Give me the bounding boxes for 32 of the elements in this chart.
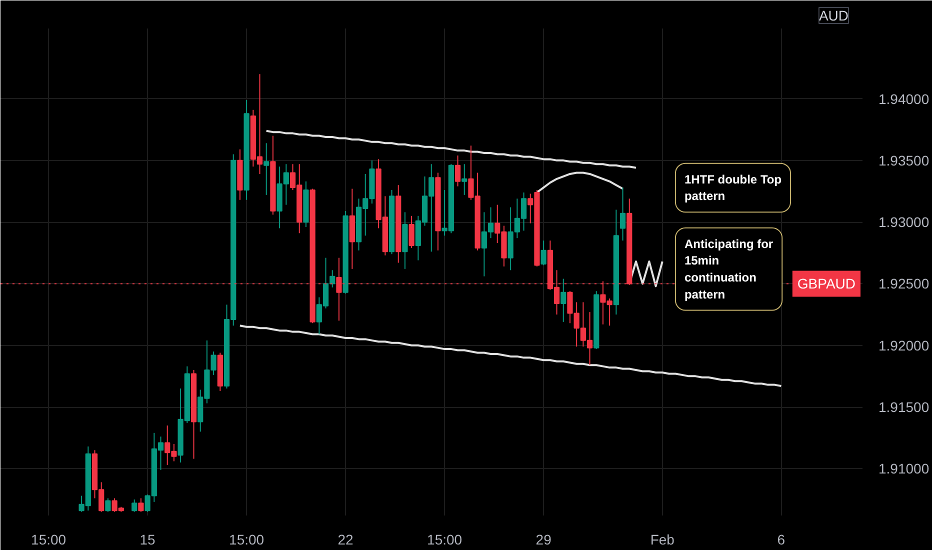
annotation: Anticipating for 15min continuation pattern: [684, 236, 774, 302]
line-series: [238, 324, 782, 388]
candlestick: [462, 164, 468, 196]
candlestick: [105, 498, 111, 512]
y-tick-label: 1.93000: [878, 214, 930, 230]
x-tick-label: 29: [536, 532, 552, 548]
annotation: 1HTF double Top pattern: [684, 172, 782, 204]
candlestick: [132, 498, 138, 512]
candlestick: [620, 187, 626, 242]
ref-line-label: GBPAUD: [797, 276, 856, 292]
x-tick-label: 15:00: [31, 532, 66, 548]
candlestick: [138, 498, 144, 512]
x-tick-label: 22: [338, 532, 354, 548]
candlestick: [540, 240, 546, 266]
x-tick-label: 15:00: [427, 532, 462, 548]
y-tick-label: 1.92500: [878, 276, 930, 292]
y-axis-title: AUD: [818, 8, 849, 24]
x-tick-label: Feb: [650, 532, 675, 548]
candlestick: [560, 278, 566, 322]
candlestick: [454, 154, 461, 187]
line-series: [536, 172, 624, 194]
x-tick-label: 15: [140, 532, 156, 548]
x-tick-label: 15:00: [229, 532, 264, 548]
line-series: [265, 130, 637, 169]
y-tick-label: 1.92000: [878, 337, 930, 354]
x-tick-label: 6: [777, 532, 786, 548]
y-tick-label: 1.94000: [878, 90, 930, 107]
y-tick-label: 1.93500: [878, 152, 930, 168]
candlestick: [264, 142, 270, 196]
candlestick: [408, 215, 414, 248]
y-tick-label: 1.91000: [878, 460, 930, 477]
y-tick-label: 1.91500: [878, 399, 930, 416]
